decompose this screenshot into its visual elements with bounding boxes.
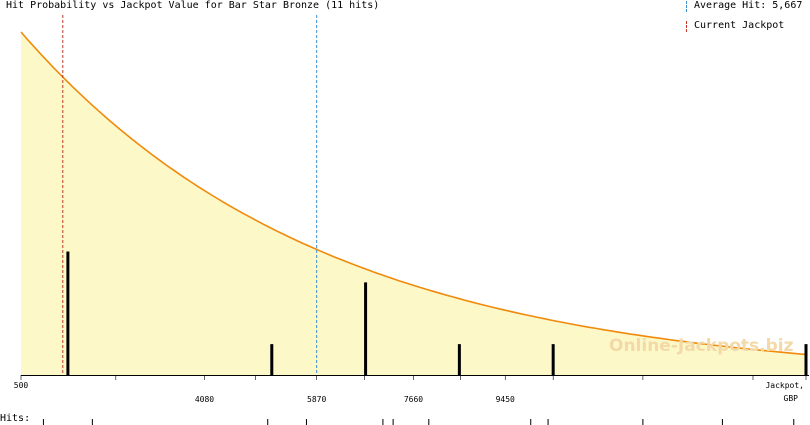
hits-label: Hits:	[0, 413, 31, 424]
legend-current-jackpot-label: Current Jackpot	[694, 20, 785, 31]
current-jackpot-dash-icon	[686, 21, 687, 32]
x-tick-label-2: 4080	[195, 395, 214, 404]
x-tick-label-1: 500	[14, 381, 29, 390]
x-axis-end-label: Jackpot,	[765, 381, 804, 390]
hit-bar-3	[364, 282, 368, 375]
average-hit-dash-icon	[686, 1, 687, 12]
probability-fill	[21, 32, 806, 375]
hit-bar-1	[66, 251, 70, 375]
legend-average-hit-label: Average Hit: 5,667	[694, 0, 803, 11]
probability-area	[20, 31, 807, 375]
hit-bar-6	[804, 344, 808, 375]
x-tick-label-4: 7660	[404, 395, 423, 404]
x-axis-unit-label: GBP	[784, 394, 799, 403]
hit-bars	[66, 251, 808, 375]
watermark: Online-Jackpots.biz	[609, 336, 794, 356]
hit-bar-5	[551, 344, 555, 375]
hits-strip	[42, 419, 795, 425]
x-tick-label-3: 5870	[307, 395, 326, 404]
x-axis: 500 4080 5870 7660 9450 Jackpot, GBP	[14, 375, 809, 404]
reference-lines	[62, 15, 318, 375]
hit-bar-4	[457, 344, 461, 375]
x-tick-label-5: 9450	[496, 395, 515, 404]
chart-title: Hit Probability vs Jackpot Value for Bar…	[6, 0, 380, 11]
probability-curve	[20, 31, 807, 356]
hit-bar-2	[270, 344, 274, 375]
